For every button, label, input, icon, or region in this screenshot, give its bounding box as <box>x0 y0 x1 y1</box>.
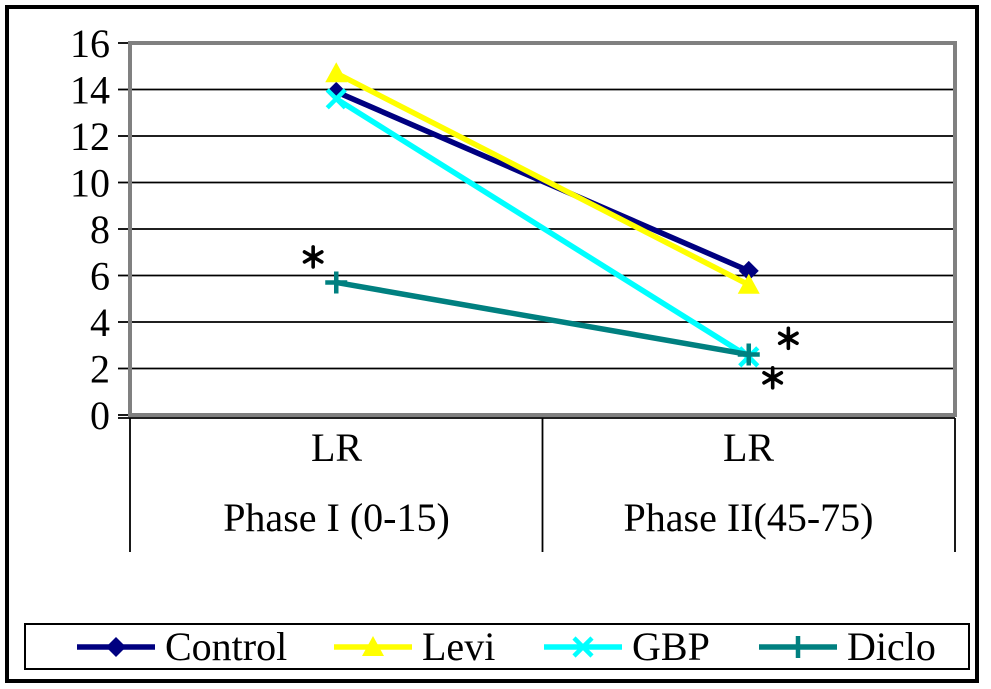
triangle-marker <box>362 635 384 656</box>
legend-label-control: Control <box>165 623 288 669</box>
plot-area-border <box>128 41 957 417</box>
x-axis-category-phase-1: LR Phase I (0-15) <box>130 428 543 558</box>
legend: Control Levi GBP Diclo <box>24 623 970 670</box>
legend-marker-plus-icon <box>759 635 837 658</box>
significance-asterisk <box>762 366 784 390</box>
category-phase-label: Phase I (0-15) <box>223 495 450 540</box>
triangle-marker <box>325 62 348 83</box>
y-axis-tick-label: 0 <box>90 393 110 438</box>
legend-item-levi: Levi <box>332 625 495 668</box>
y-axis-tick-label: 12 <box>70 114 110 159</box>
legend-marker-x-icon <box>544 635 622 658</box>
series-line-diclo <box>335 279 750 358</box>
y-axis-tick-label: 16 <box>70 21 110 66</box>
category-group-label: LR <box>310 425 363 470</box>
diamond-marker <box>106 636 126 657</box>
y-axis-tick-label: 6 <box>90 254 110 299</box>
legend-label-levi: Levi <box>422 623 496 669</box>
significance-asterisk <box>302 245 324 269</box>
plus-marker <box>325 271 348 294</box>
legend-item-diclo: Diclo <box>757 625 936 668</box>
x-marker <box>572 635 594 658</box>
significance-asterisk <box>777 326 799 351</box>
legend-label-diclo: Diclo <box>847 623 936 669</box>
legend-marker-triangle-icon <box>334 635 412 656</box>
y-axis-tick-label: 4 <box>90 300 110 345</box>
x-marker <box>325 88 347 110</box>
plus-marker <box>787 635 809 658</box>
series-line-gbp <box>334 96 751 360</box>
legend-item-control: Control <box>75 625 287 668</box>
y-axis-tick-label: 10 <box>70 161 110 206</box>
series-line-levi <box>334 70 751 288</box>
y-axis-tick-label: 14 <box>70 68 110 113</box>
legend-marker-diamond-icon <box>77 636 155 657</box>
triangle-marker <box>737 273 760 294</box>
plus-marker <box>737 343 760 366</box>
category-group-label: LR <box>722 425 775 470</box>
diamond-marker <box>738 260 759 281</box>
x-axis-category-phase-2: LR Phase II(45-75) <box>542 428 955 558</box>
category-phase-label: Phase II(45-75) <box>623 495 874 540</box>
legend-label-gbp: GBP <box>632 623 710 669</box>
y-axis-tick-label: 2 <box>90 347 110 392</box>
y-axis-tick-label: 8 <box>90 207 110 252</box>
legend-item-gbp: GBP <box>542 625 710 668</box>
